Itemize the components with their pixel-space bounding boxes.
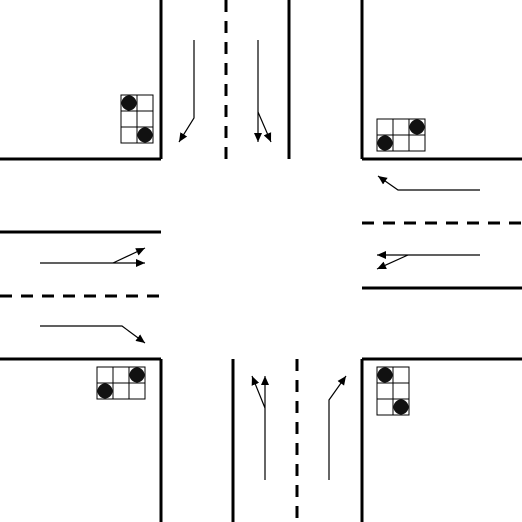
traffic-signal-nw [120, 94, 154, 144]
traffic-signal-sw [96, 366, 146, 400]
north-left-turn-arrow [178, 40, 195, 143]
traffic-signal-se [376, 366, 410, 416]
signal-light-on [121, 95, 137, 111]
signal-light-on [97, 383, 113, 399]
east-right-turn-arrow [376, 254, 409, 270]
south-right-turn-arrow [251, 375, 266, 409]
signal-light-on [129, 367, 145, 383]
lane-arrows [40, 40, 480, 480]
north-right-turn-arrow [257, 111, 272, 143]
signal-light-on [377, 135, 393, 151]
signals [96, 94, 426, 416]
east-left-turn-arrow [377, 175, 480, 191]
signal-light-on [137, 127, 153, 143]
west-left-turn-arrow [40, 325, 146, 344]
signal-light-on [393, 399, 409, 415]
signal-light-on [409, 119, 425, 135]
west-right-turn-arrow [112, 247, 146, 264]
south-left-turn-arrow [328, 375, 347, 480]
traffic-signal-ne [376, 118, 426, 152]
signal-light-on [377, 367, 393, 383]
